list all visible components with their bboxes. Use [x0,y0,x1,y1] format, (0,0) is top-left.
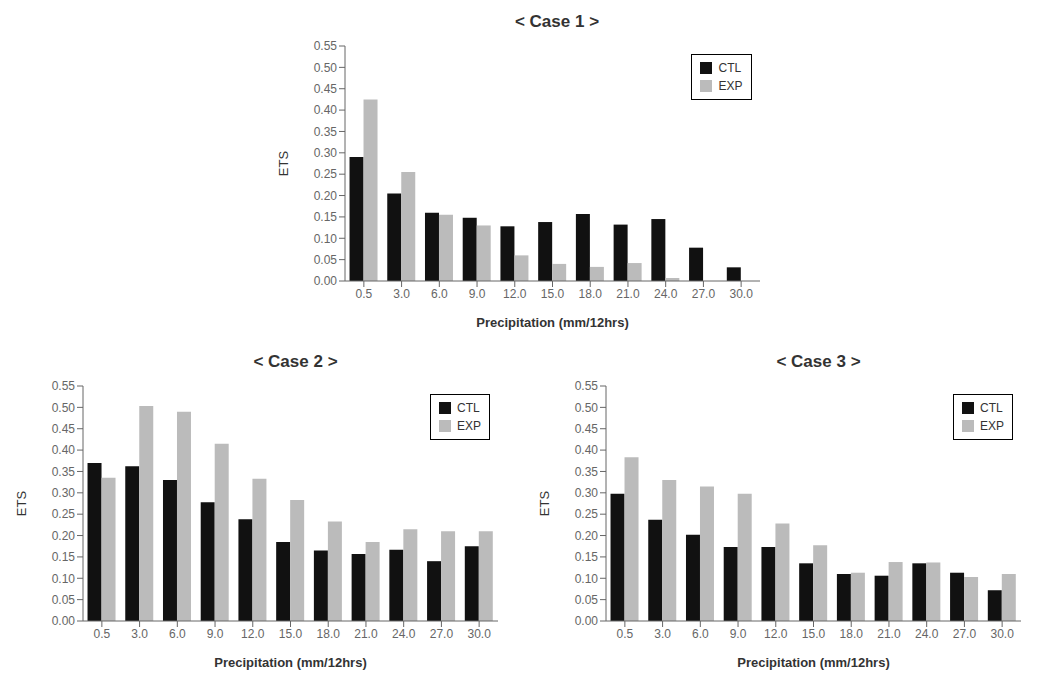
svg-text:0.5: 0.5 [94,627,111,641]
svg-text:0.00: 0.00 [52,614,76,628]
svg-text:3.0: 3.0 [654,627,671,641]
html-text:< Case 2 >: < Case 2 > [253,352,338,371]
svg-text:0.40: 0.40 [575,443,599,457]
html-text:EXP: EXP [980,419,1004,433]
svg-text:3.0: 3.0 [131,627,148,641]
svg-text:Precipitation (mm/12hrs): Precipitation (mm/12hrs) [214,655,366,670]
html-text:CTL: CTL [980,401,1003,415]
svg-text:9.0: 9.0 [207,627,224,641]
svg-text:ETS: ETS [275,151,290,177]
svg-text:0.20: 0.20 [52,529,76,543]
svg-text:24.0: 24.0 [654,287,678,301]
svg-text:0.10: 0.10 [575,572,599,586]
svg-text:0.30: 0.30 [575,486,599,500]
svg-text:Precipitation (mm/12hrs): Precipitation (mm/12hrs) [476,315,628,330]
svg-text:9.0: 9.0 [730,627,747,641]
svg-text:0.25: 0.25 [313,167,337,181]
svg-text:0.20: 0.20 [575,529,599,543]
svg-text:27.0: 27.0 [430,627,454,641]
svg-text:30.0: 30.0 [729,287,753,301]
svg-text:0.40: 0.40 [313,103,337,117]
svg-text:Precipitation (mm/12hrs): Precipitation (mm/12hrs) [737,655,889,670]
svg-text:18.0: 18.0 [840,627,864,641]
svg-text:0.5: 0.5 [617,627,634,641]
svg-text:15.0: 15.0 [279,627,303,641]
svg-text:0.35: 0.35 [52,465,76,479]
html-text:EXP: EXP [457,419,481,433]
svg-text:0.35: 0.35 [575,465,599,479]
svg-text:9.0: 9.0 [468,287,485,301]
svg-text:15.0: 15.0 [540,287,564,301]
svg-text:0.45: 0.45 [575,422,599,436]
svg-text:ETS: ETS [14,491,29,517]
svg-text:6.0: 6.0 [169,627,186,641]
svg-text:0.35: 0.35 [313,125,337,139]
svg-text:18.0: 18.0 [578,287,602,301]
svg-text:0.15: 0.15 [313,210,337,224]
svg-text:12.0: 12.0 [503,287,527,301]
svg-text:0.15: 0.15 [575,550,599,564]
html-text:CTL: CTL [718,61,742,75]
svg-text:12.0: 12.0 [241,627,265,641]
svg-text:0.05: 0.05 [575,593,599,607]
svg-text:0.30: 0.30 [52,486,76,500]
html-text:< Case 3 >: < Case 3 > [776,352,861,371]
svg-text:24.0: 24.0 [392,627,416,641]
svg-text:0.55: 0.55 [575,379,599,393]
svg-text:0.55: 0.55 [313,39,337,53]
svg-text:0.45: 0.45 [52,422,76,436]
svg-text:30.0: 30.0 [467,627,491,641]
svg-text:24.0: 24.0 [915,627,939,641]
svg-text:0.00: 0.00 [575,614,599,628]
svg-text:0.40: 0.40 [52,443,76,457]
svg-text:0.05: 0.05 [52,593,76,607]
svg-text:6.0: 6.0 [430,287,447,301]
html-text:CTL: CTL [457,401,480,415]
svg-text:0.10: 0.10 [52,572,76,586]
svg-text:18.0: 18.0 [317,627,341,641]
svg-text:0.45: 0.45 [313,82,337,96]
svg-text:27.0: 27.0 [953,627,977,641]
svg-text:12.0: 12.0 [764,627,788,641]
svg-text:0.5: 0.5 [355,287,372,301]
svg-text:3.0: 3.0 [393,287,410,301]
svg-text:0.25: 0.25 [52,507,76,521]
svg-text:0.10: 0.10 [313,232,337,246]
svg-text:0.00: 0.00 [313,274,337,288]
svg-text:0.25: 0.25 [575,507,599,521]
svg-text:30.0: 30.0 [990,627,1014,641]
svg-text:0.30: 0.30 [313,146,337,160]
svg-text:0.55: 0.55 [52,379,76,393]
svg-text:0.50: 0.50 [313,61,337,75]
html-text:EXP: EXP [718,79,743,93]
svg-text:ETS: ETS [537,491,552,517]
svg-text:0.20: 0.20 [313,189,337,203]
svg-text:27.0: 27.0 [691,287,715,301]
svg-text:0.50: 0.50 [575,401,599,415]
svg-text:6.0: 6.0 [692,627,709,641]
svg-text:0.15: 0.15 [52,550,76,564]
svg-text:21.0: 21.0 [354,627,378,641]
svg-text:0.50: 0.50 [52,401,76,415]
svg-text:15.0: 15.0 [802,627,826,641]
html-text:< Case 1 >: < Case 1 > [514,12,600,31]
svg-text:21.0: 21.0 [877,627,901,641]
svg-text:0.05: 0.05 [313,253,337,267]
svg-text:21.0: 21.0 [616,287,640,301]
